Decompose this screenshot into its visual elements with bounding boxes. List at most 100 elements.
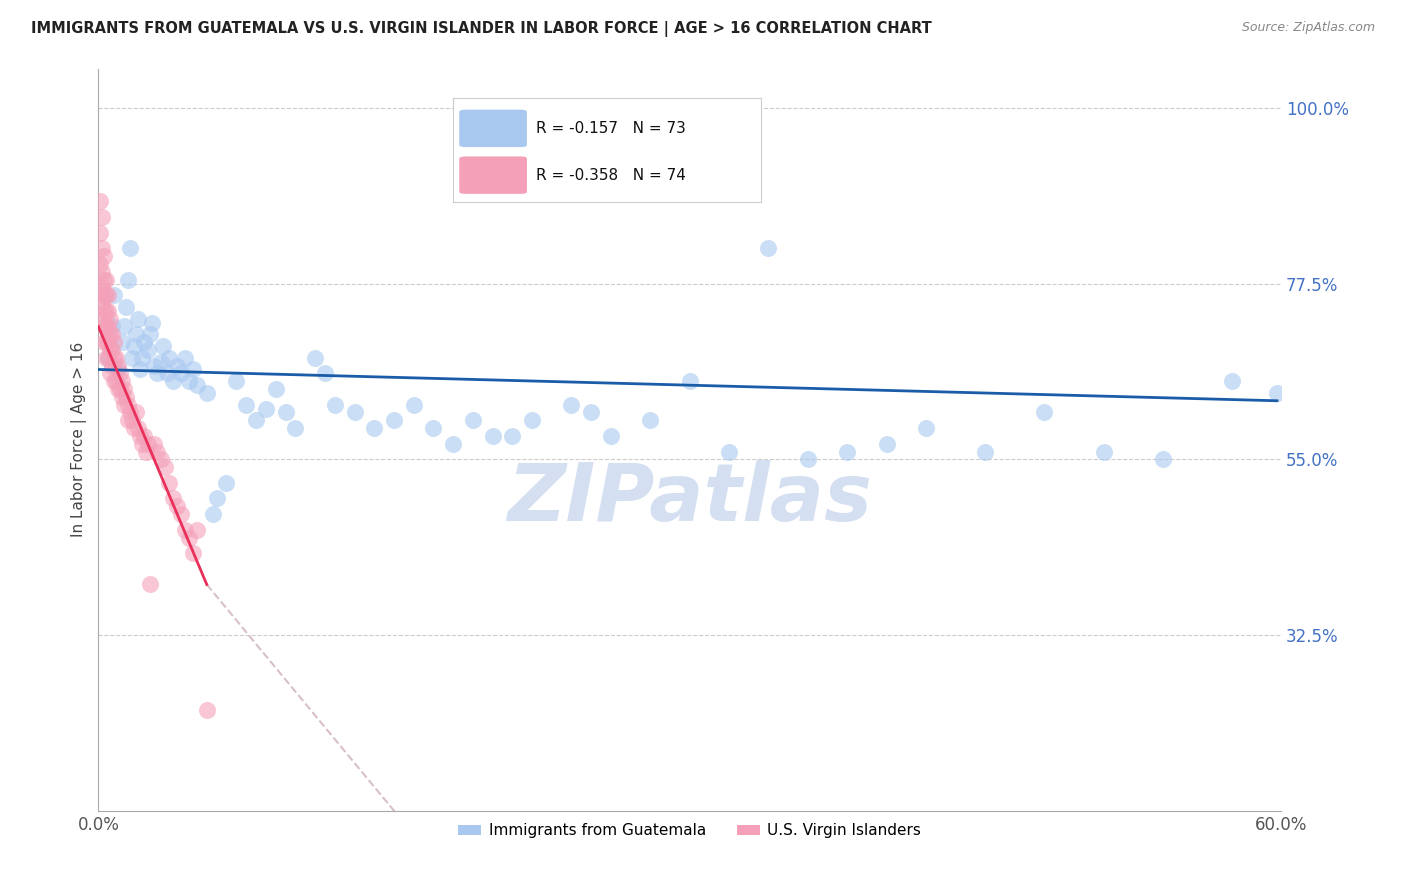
Point [108,367,131,381]
Point [162,491,184,506]
Point [107,359,129,373]
Point [205,491,228,506]
Point [93,304,115,318]
Point [974,444,997,458]
Point [128,429,150,443]
Point [93,249,115,263]
Point [101,327,124,342]
Point [107,382,129,396]
Point [96,272,118,286]
Point [96,335,118,350]
Point [97,288,120,302]
Point [758,241,780,255]
Point [501,429,523,443]
Point [1152,452,1174,467]
Point [132,429,155,443]
Point [112,398,135,412]
Point [177,531,200,545]
Point [93,319,115,334]
Point [264,382,287,396]
Point [284,421,307,435]
Point [225,374,247,388]
Point [97,304,120,318]
Legend: Immigrants from Guatemala, U.S. Virgin Islanders: Immigrants from Guatemala, U.S. Virgin I… [453,817,927,845]
Point [103,288,125,302]
Point [162,374,184,388]
Point [93,288,115,302]
Point [235,398,257,412]
Point [122,339,145,353]
Point [91,210,114,224]
Point [314,367,336,381]
Point [186,378,208,392]
Point [101,343,124,357]
Point [441,436,464,450]
Point [97,351,120,365]
Point [304,351,326,365]
Point [343,405,366,419]
Point [131,351,153,365]
Point [107,362,129,376]
Point [797,452,820,467]
Point [96,288,118,302]
Point [181,362,204,376]
Point [141,316,163,330]
Point [115,390,138,404]
Point [98,311,121,326]
Point [679,374,702,388]
Point [837,444,859,458]
Point [115,300,138,314]
Point [146,367,169,381]
Point [402,398,425,412]
Point [125,405,148,419]
Point [718,444,741,458]
Point [91,311,114,326]
Point [181,546,204,560]
Point [121,413,143,427]
Point [638,413,661,427]
Point [142,436,165,450]
Point [1092,444,1115,458]
Point [876,436,898,450]
Point [89,288,111,302]
Point [105,351,128,365]
Point [111,390,134,404]
Point [101,319,124,334]
Point [108,382,131,396]
Text: ZIPatlas: ZIPatlas [508,460,872,538]
Point [112,319,135,334]
Point [274,405,297,419]
Point [599,429,621,443]
Point [146,444,169,458]
Point [156,367,179,381]
Point [201,507,224,521]
Point [97,351,120,365]
Point [96,319,118,334]
Point [1033,405,1056,419]
Point [112,382,135,396]
Point [461,413,484,427]
Point [152,339,174,353]
Point [166,359,188,373]
Point [128,362,150,376]
Point [422,421,444,435]
Point [915,421,938,435]
Y-axis label: In Labor Force | Age > 16: In Labor Force | Age > 16 [72,343,87,538]
Point [481,429,503,443]
Point [157,475,180,490]
Point [215,475,238,490]
Point [131,436,153,450]
Point [91,296,114,310]
Point [579,405,602,419]
Point [382,413,405,427]
Point [560,398,582,412]
Point [97,335,120,350]
Point [111,374,134,388]
Point [118,405,141,419]
Point [174,351,197,365]
Point [98,343,121,357]
Point [103,374,125,388]
Point [103,351,125,365]
Point [127,311,149,326]
Point [245,413,267,427]
